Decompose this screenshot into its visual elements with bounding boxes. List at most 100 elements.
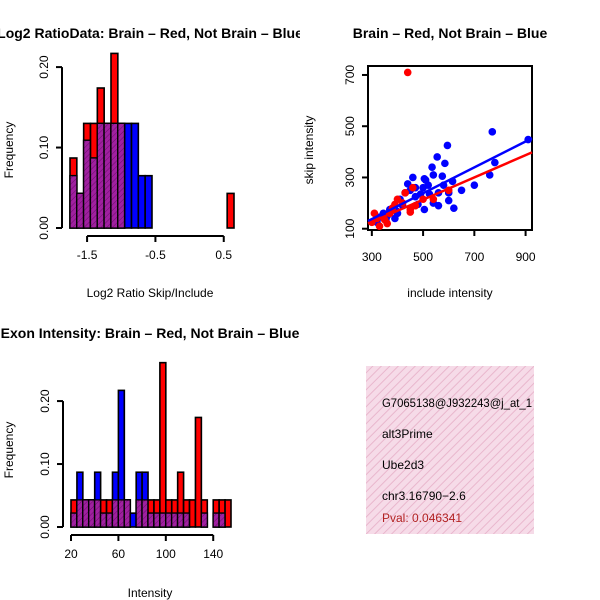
info-gene: Ube2d3 <box>382 458 424 472</box>
point-not-brain <box>444 196 453 205</box>
bar-overlap <box>141 499 149 528</box>
x-tick-label: -1.5 <box>77 248 98 262</box>
info-panel: G7065138@J932243@j_at_1 alt3Prime Ube2d3… <box>366 366 534 534</box>
point-not-brain <box>434 201 443 210</box>
y-tick-label: 0.20 <box>37 55 51 79</box>
bar-overlap <box>165 512 173 528</box>
bar-overlap <box>94 499 102 528</box>
bar-overlap <box>153 512 161 528</box>
bar-overlap <box>82 499 90 528</box>
y-tick-label: 0.00 <box>37 216 51 240</box>
y-tick-label: 0.00 <box>38 515 52 539</box>
point-not-brain <box>488 128 497 136</box>
fit-line-not-brain <box>367 137 533 223</box>
bar-overlap <box>117 499 125 528</box>
point-not-brain <box>457 186 466 195</box>
y-tick-label: 0.10 <box>37 136 51 160</box>
scatter-fit-lines <box>367 137 533 225</box>
point-not-brain <box>419 183 427 192</box>
bar-overlap <box>88 499 96 528</box>
x-tick-label: 900 <box>516 250 536 264</box>
hist-intensity-title: Exon Intensity: Brain – Red, Not Brain –… <box>1 325 300 341</box>
point-not-brain <box>438 172 447 180</box>
bar-overlap <box>76 499 84 528</box>
point-not-brain <box>433 153 441 161</box>
hist-ratio-bars <box>69 52 235 229</box>
scatter-ylabel: skip intensity <box>302 116 316 185</box>
point-brain <box>409 183 417 192</box>
bar-overlap <box>70 512 78 528</box>
bar-overlap <box>89 157 98 229</box>
point-brain <box>401 189 409 197</box>
bar-overlap <box>200 512 208 528</box>
x-tick-label: 700 <box>464 250 484 264</box>
bar-brain <box>224 499 232 528</box>
scatter-axes: 300 500 700 900 100 300 500 700 <box>343 65 536 264</box>
info-pval: Pval: 0.046341 <box>382 511 462 525</box>
bar-brain <box>188 499 197 528</box>
hist-ratio-xlabel: Log2 Ratio Skip/Include <box>87 286 214 300</box>
bar-overlap <box>218 512 226 528</box>
y-tick-label: 700 <box>343 65 357 85</box>
point-not-brain <box>441 159 449 168</box>
hist-intensity-xlabel: Intensity <box>128 586 173 600</box>
bar-overlap <box>123 499 131 528</box>
x-tick-label: 100 <box>156 547 176 561</box>
bar-not-brain <box>130 122 140 229</box>
point-not-brain <box>409 173 417 182</box>
bar-overlap <box>171 512 179 528</box>
point-not-brain <box>420 174 429 183</box>
scatter-title: Brain – Red, Not Brain – Blue <box>353 25 548 41</box>
x-tick-label: 300 <box>362 250 382 264</box>
bar-not-brain <box>144 174 153 229</box>
info-panel-background <box>366 366 534 534</box>
info-location: chr3.16790−2.6 <box>382 489 466 503</box>
hist-intensity-ylabel: Frequency <box>2 422 16 479</box>
info-probe-id: G7065138@J932243@j_at_1 <box>382 396 532 410</box>
bar-overlap <box>135 499 143 528</box>
bar-not-brain <box>137 174 146 229</box>
bar-overlap <box>111 499 120 528</box>
x-tick-label: 60 <box>112 547 126 561</box>
y-tick-label: 0.10 <box>38 452 52 476</box>
x-tick-label: -0.5 <box>145 248 166 262</box>
point-not-brain <box>420 205 429 214</box>
y-tick-label: 300 <box>343 167 357 187</box>
y-tick-label: 500 <box>343 116 357 136</box>
bar-not-brain <box>123 122 133 229</box>
bar-overlap <box>117 122 126 229</box>
scatter-points <box>368 68 532 230</box>
point-brain <box>406 208 415 216</box>
point-brain <box>375 222 384 230</box>
x-tick-label: 0.5 <box>215 248 232 262</box>
fit-line-brain <box>367 151 533 225</box>
bar-overlap <box>182 512 191 528</box>
point-not-brain <box>428 163 436 172</box>
bar-overlap <box>96 122 105 229</box>
y-tick-label: 0.20 <box>38 389 52 413</box>
scatter-xlabel: include intensity <box>407 286 492 300</box>
scatter-plot-frame <box>367 65 533 231</box>
point-not-brain <box>485 171 494 179</box>
point-not-brain <box>470 181 479 189</box>
point-not-brain <box>429 171 438 179</box>
point-not-brain <box>491 158 499 167</box>
bar-overlap <box>100 512 108 528</box>
bar-overlap <box>159 512 167 528</box>
x-tick-label: 20 <box>64 547 78 561</box>
hist-intensity-axes: 20 60 100 140 0.00 0.10 0.20 <box>38 389 224 561</box>
bar-overlap <box>76 192 85 229</box>
hist-ratio-title: Log2 RatioData: Brain – Red, Not Brain –… <box>0 25 303 41</box>
hist-ratio-ylabel: Frequency <box>2 122 16 179</box>
hist-intensity-bars <box>70 361 232 528</box>
bar-not-brain <box>129 512 137 528</box>
bar-overlap <box>69 175 78 229</box>
bar-overlap <box>83 139 92 229</box>
bar-overlap <box>105 512 114 528</box>
info-event-type: alt3Prime <box>382 427 433 441</box>
hist-ratio-axes: -1.5 -0.5 0.5 0.00 0.10 0.20 <box>37 55 232 262</box>
bar-brain <box>226 192 235 229</box>
bar-overlap <box>147 512 155 528</box>
hist-ratio-chart: Log2 RatioData: Brain – Red, Not Brain –… <box>0 25 303 300</box>
